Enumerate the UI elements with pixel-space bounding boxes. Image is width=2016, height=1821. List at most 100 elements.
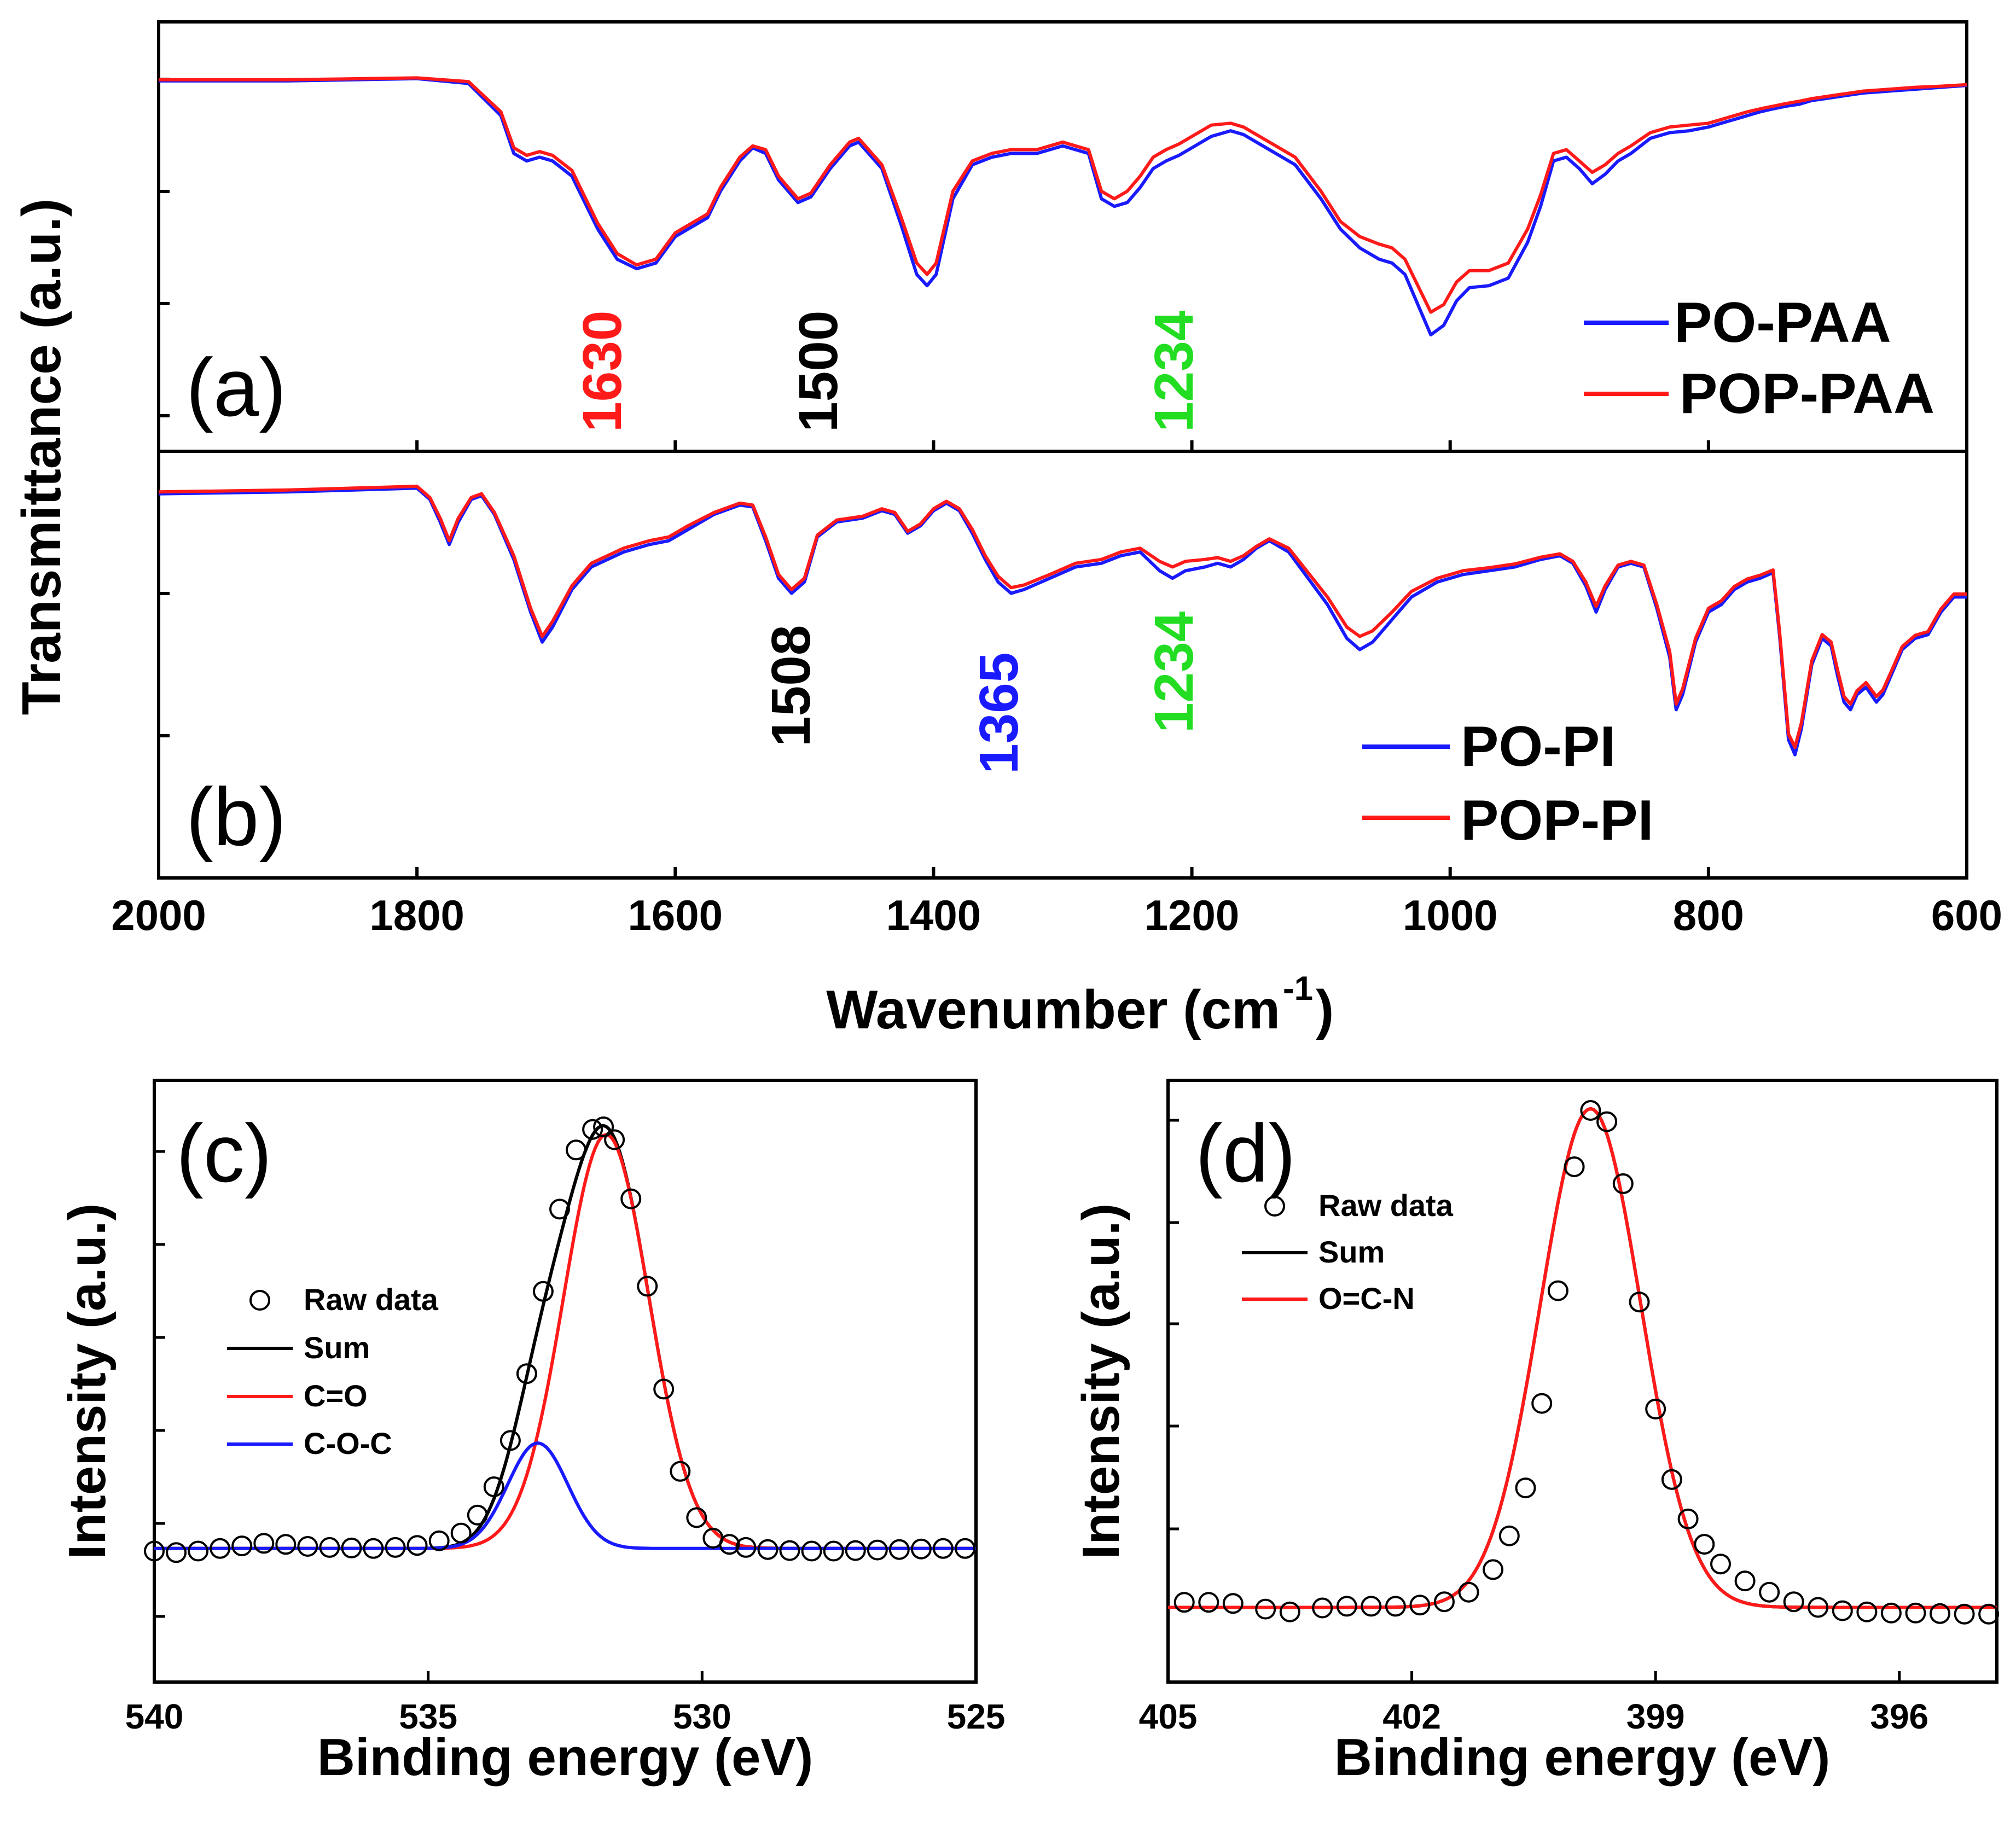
raw-data-point <box>1694 1534 1715 1555</box>
xps-panel-d: 405 402 399 396 (d) Raw data Sum O=C-N Inte… <box>1072 1079 2000 1787</box>
x-tick-label-c: 535 <box>399 1697 457 1736</box>
legend-label-po-pi: PO-PI <box>1461 715 1616 778</box>
raw-data-point <box>1409 1595 1431 1616</box>
peak-annotations-a: 1630 1500 1234 <box>572 310 1205 432</box>
y-ticks-c <box>154 1150 165 1618</box>
x-axis-title-d: Binding energy (eV) <box>1334 1728 1831 1787</box>
legend-d: Raw data Sum O=C-N <box>1242 1188 1454 1316</box>
raw-data-point <box>1710 1554 1731 1575</box>
raw-data-point <box>1312 1597 1333 1619</box>
raw-data-point <box>1880 1602 1902 1624</box>
raw-data-point <box>653 1378 675 1400</box>
raw-data-point <box>932 1538 954 1559</box>
legend-c: Raw data Sum C=O C-O-C <box>227 1282 439 1461</box>
raw-data-point <box>1596 1111 1618 1132</box>
raw-data-point <box>1279 1601 1300 1622</box>
peak-label-1234a: 1234 <box>1143 310 1205 432</box>
x-tick-label-d: 402 <box>1382 1697 1441 1736</box>
panel-label-d: (d) <box>1195 1107 1295 1199</box>
raw-data-point <box>499 1430 521 1451</box>
legend-marker-raw-c <box>249 1290 270 1311</box>
x-ticks-ab <box>157 440 1968 878</box>
x-tick-label-d: 405 <box>1139 1697 1198 1736</box>
raw-data-point <box>1734 1570 1756 1592</box>
raw-data-point <box>801 1540 822 1562</box>
legend-label-pop-paa: POP-PAA <box>1680 362 1934 426</box>
raw-data-point <box>888 1539 910 1560</box>
raw-data-point <box>735 1537 757 1558</box>
raw-data-point <box>1547 1280 1568 1301</box>
raw-data-point <box>1434 1591 1455 1613</box>
x-tick-label-ab: 1000 <box>1403 891 1498 939</box>
raw-data-point <box>166 1542 187 1563</box>
x-tick-labels-c: 540 535 530 525 <box>125 1697 1006 1736</box>
raw-data-point <box>1629 1291 1650 1313</box>
raw-data-point <box>428 1530 450 1551</box>
raw-data-point <box>582 1119 603 1140</box>
raw-data-point <box>1645 1398 1666 1419</box>
y-ticks-d <box>1168 1119 1179 1531</box>
raw-data-point <box>1458 1581 1479 1603</box>
raw-data-point <box>867 1539 888 1561</box>
legend-label-ocn-d: O=C-N <box>1318 1281 1415 1316</box>
raw-data-point <box>1783 1591 1804 1613</box>
raw-data-point <box>467 1504 488 1526</box>
x-tick-label-ab: 1400 <box>886 891 981 939</box>
x-tick-label-c: 540 <box>125 1697 184 1736</box>
raw-data-point <box>1483 1559 1504 1580</box>
x-tick-label-d: 396 <box>1870 1697 1928 1736</box>
peak-label-1508: 1508 <box>760 625 822 747</box>
raw-data-point <box>1198 1592 1219 1613</box>
panel-label-c: (c) <box>176 1107 272 1199</box>
x-tick-label-ab: 1600 <box>628 891 723 939</box>
y-axis-title-ab: Transmittance (a.u.) <box>11 199 72 715</box>
raw-data-point <box>1905 1602 1926 1624</box>
x-tick-label-ab: 1800 <box>369 891 464 939</box>
raw-data-point <box>549 1199 570 1220</box>
x-tick-label-ab: 600 <box>1931 891 2002 939</box>
x-tick-label-c: 525 <box>947 1697 1006 1736</box>
fit-curve-c-o <box>154 1132 976 1550</box>
raw-data-point <box>1531 1393 1553 1414</box>
x-tick-label-ab: 2000 <box>111 891 206 939</box>
raw-data-point <box>1661 1469 1682 1490</box>
raw-data-point <box>1808 1597 1829 1618</box>
plot-frame-d <box>1166 1079 1998 1684</box>
raw-data-point <box>1515 1477 1536 1499</box>
raw-data-point <box>823 1540 844 1562</box>
raw-data-point <box>297 1536 318 1557</box>
series-line-pop-paa <box>159 76 1967 314</box>
raw-data-point <box>1612 1173 1634 1194</box>
raw-data-point <box>406 1535 428 1556</box>
raw-data-point <box>1564 1156 1585 1177</box>
x-axis-title-c: Binding energy (eV) <box>317 1728 814 1787</box>
legend-label-pop-pi: POP-PI <box>1461 789 1654 852</box>
raw-data-point <box>1222 1593 1244 1614</box>
peak-label-1500: 1500 <box>788 311 849 432</box>
x-tick-label-c: 530 <box>673 1697 731 1736</box>
raw-data-point <box>1832 1600 1853 1621</box>
raw-data-point <box>231 1535 253 1557</box>
raw-data-point <box>757 1539 778 1560</box>
raw-data-point <box>1930 1603 1950 1624</box>
xps-panel-c: 540 535 530 525 (c) Raw data Sum C=O C-O-C … <box>58 1079 1006 1787</box>
raw-data-point <box>1255 1598 1276 1620</box>
raw-data-point <box>363 1538 384 1559</box>
raw-data-point <box>910 1538 932 1560</box>
legend-marker-raw-d <box>1264 1196 1285 1217</box>
raw-data-point <box>319 1537 340 1558</box>
raw-data-point <box>1677 1508 1699 1529</box>
raw-data-point <box>1173 1592 1195 1613</box>
legend-label-raw-d: Raw data <box>1318 1188 1454 1223</box>
series-line-pop-pi <box>158 485 1967 749</box>
legend-label-sum-c: Sum <box>304 1330 370 1365</box>
legend-label-co-c: C=O <box>304 1378 368 1413</box>
legend-a: PO-PAA POP-PAA <box>1584 291 1934 426</box>
raw-data-point <box>1361 1596 1382 1617</box>
panel-label-a: (a) <box>186 341 286 433</box>
raw-data-point <box>516 1363 537 1384</box>
y-axis-title-c: Intensity (a.u.) <box>58 1203 117 1560</box>
raw-data-point <box>593 1116 614 1137</box>
raw-data-point <box>1978 1603 2000 1625</box>
